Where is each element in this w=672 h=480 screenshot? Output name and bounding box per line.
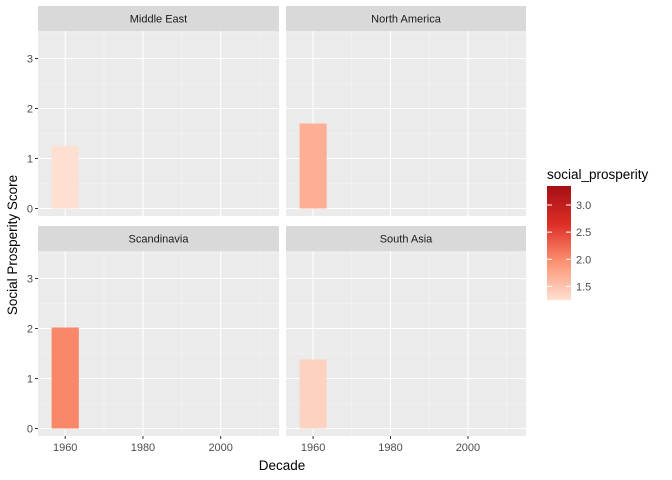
y-tick-label: 3 (27, 54, 33, 66)
bar-south-asia-1960 (299, 359, 327, 429)
x-tick-label: 1960 (53, 442, 77, 454)
bar-scandinavia-1960 (51, 327, 79, 429)
y-tick-label: 0 (27, 424, 33, 436)
y-tick-label: 1 (27, 154, 33, 166)
bar-north-america-1960 (299, 123, 327, 209)
y-tick-label: 3 (27, 274, 33, 286)
facet-label: South Asia (380, 234, 433, 246)
colorbar-label: 1.5 (576, 281, 591, 293)
facet-panels: Middle East 0 1 2 3 North America Scandinavia 0… (27, 6, 526, 454)
x-tick-label: 1980 (378, 442, 402, 454)
color-legend: 1.5 2.0 2.5 3.0 (547, 186, 591, 300)
x-tick-label: 1980 (131, 442, 155, 454)
colorbar-label: 3.0 (576, 200, 591, 212)
panel-scandinavia: Scandinavia 0 1 2 3 1960 1980 2000 (27, 226, 279, 454)
facet-label: Scandinavia (129, 234, 190, 246)
facet-strip (38, 226, 279, 251)
colorbar-label: 2.5 (576, 227, 591, 239)
facet-strip (286, 226, 526, 251)
x-tick-label: 1960 (301, 442, 325, 454)
colorbar-label: 2.0 (576, 254, 591, 266)
facet-strip (286, 6, 526, 31)
y-tick-label: 2 (27, 324, 33, 336)
colorbar (547, 186, 571, 300)
facet-label: North America (371, 14, 442, 26)
x-axis-title: Decade (259, 458, 306, 473)
y-tick-label: 0 (27, 204, 33, 216)
bar-middle-east-1960 (51, 146, 79, 209)
x-tick-label: 2000 (208, 442, 232, 454)
panel-middle-east: Middle East 0 1 2 3 (27, 6, 279, 216)
facet-label: Middle East (130, 14, 187, 26)
panel-north-america: North America (286, 6, 526, 216)
facet-strip (38, 6, 279, 31)
legend-title: social_prosperity (547, 167, 649, 182)
y-axis-title: Social Prosperity Score (5, 175, 20, 315)
y-tick-label: 1 (27, 374, 33, 386)
y-tick-label: 2 (27, 104, 33, 116)
panel-south-asia: South Asia 1960 1980 2000 (286, 226, 526, 454)
x-tick-label: 2000 (456, 442, 480, 454)
